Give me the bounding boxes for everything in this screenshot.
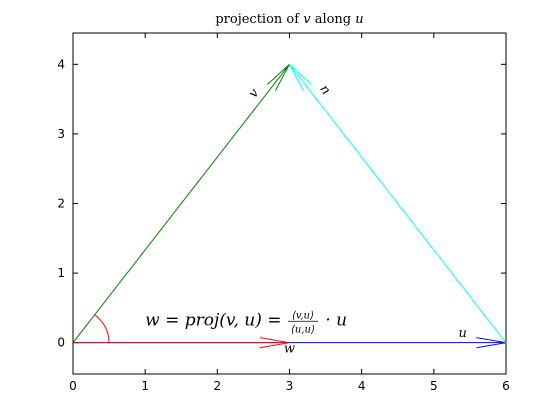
formula-annotation: w = proj(v, u) = ⟨v,u⟩ ⟨u,u⟩ · u bbox=[145, 310, 347, 335]
x-tick-label: 6 bbox=[502, 379, 510, 393]
x-tick-label: 2 bbox=[214, 379, 222, 393]
x-tick-label: 4 bbox=[358, 379, 366, 393]
axis-ticks: 0 1 2 3 4 5 6 0 1 2 3 4 bbox=[57, 33, 510, 393]
angle-arc bbox=[94, 314, 110, 343]
vector-n bbox=[289, 64, 507, 343]
chart-title: projection of v along u bbox=[215, 12, 363, 27]
vector-u-label: u bbox=[459, 326, 467, 341]
title-part: projection of bbox=[215, 12, 303, 27]
formula-lhs: w = proj(v, u) = bbox=[145, 310, 287, 330]
vector-w-label: w bbox=[284, 341, 295, 356]
vector-v bbox=[72, 64, 290, 343]
x-tick-label: 1 bbox=[141, 379, 149, 393]
y-tick-label: 4 bbox=[57, 57, 65, 71]
x-tick-label: 5 bbox=[430, 379, 438, 393]
title-part: u bbox=[355, 12, 363, 27]
axes-box bbox=[72, 32, 507, 375]
formula-rhs: · u bbox=[320, 310, 347, 330]
y-tick-label: 3 bbox=[57, 127, 65, 141]
formula-denominator: ⟨u,u⟩ bbox=[291, 324, 315, 335]
vector-w-arrowhead bbox=[259, 337, 290, 349]
x-tick-label: 3 bbox=[286, 379, 294, 393]
y-tick-label: 1 bbox=[57, 266, 65, 280]
title-part: along bbox=[311, 12, 356, 27]
title-part: v bbox=[303, 12, 311, 27]
y-tick-label: 0 bbox=[57, 336, 65, 350]
x-tick-label: 0 bbox=[69, 379, 77, 393]
y-tick-label: 2 bbox=[57, 197, 65, 211]
vector-n-arrowhead bbox=[289, 63, 312, 92]
formula-numerator: ⟨v,u⟩ bbox=[292, 310, 314, 321]
